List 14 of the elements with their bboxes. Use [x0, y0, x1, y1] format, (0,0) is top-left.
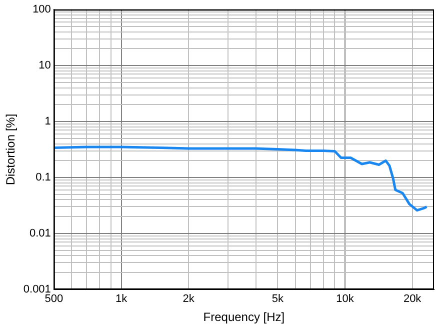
y-tick-label: 0.001 — [23, 283, 51, 296]
y-tick-label: 0.1 — [36, 172, 51, 184]
x-axis-title: Frequency [Hz] — [203, 310, 285, 324]
x-tick-label: 5k — [272, 293, 284, 306]
y-axis-title: Distortion [%] — [4, 114, 18, 186]
x-tick-label: 1k — [115, 293, 128, 306]
x-tick-label: 2k — [182, 293, 195, 306]
y-tick-label: 1 — [44, 116, 51, 128]
x-tick-label: 20k — [403, 293, 422, 306]
x-tick-label: 10k — [336, 293, 354, 306]
y-tick-label: 0.01 — [30, 227, 51, 240]
x-tick-label: 500 — [44, 293, 64, 306]
y-tick-label: 10 — [38, 60, 51, 72]
y-tick-label: 100 — [32, 4, 51, 16]
